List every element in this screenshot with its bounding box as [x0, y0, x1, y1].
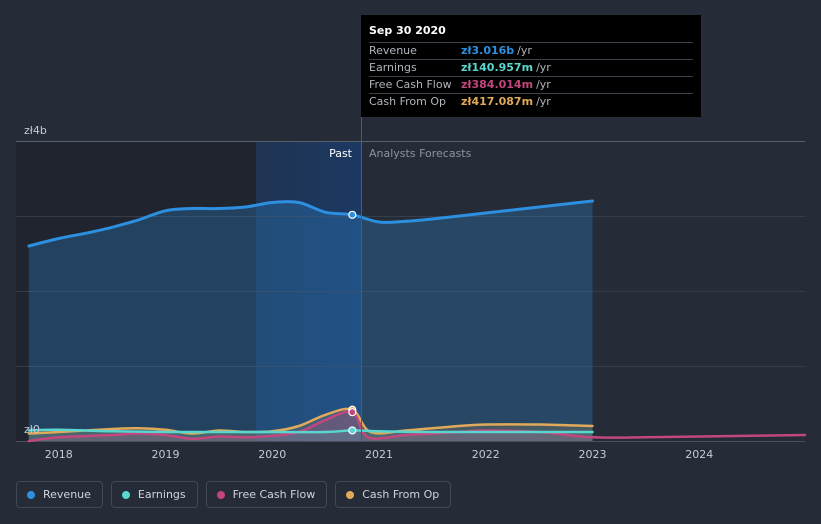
- revenue-marker: [348, 210, 357, 219]
- tooltip-label: Cash From Op: [369, 95, 447, 108]
- legend-label: Cash From Op: [362, 488, 440, 501]
- free-cash-flow-marker: [348, 408, 357, 417]
- legend-label: Revenue: [43, 488, 91, 501]
- tooltip-value: zł3.016b: [461, 44, 515, 57]
- tooltip: Sep 30 2020 Revenue zł3.016b /yr Earning…: [361, 15, 701, 117]
- earnings-dot-icon: [121, 490, 130, 499]
- revenue-area: [28, 201, 593, 441]
- tooltip-value: zł417.087m: [461, 95, 534, 108]
- legend-item-free-cash-flow[interactable]: Free Cash Flow: [205, 481, 328, 508]
- tooltip-value: zł384.014m: [461, 78, 534, 91]
- cash-from-op-line: [27, 407, 594, 435]
- free-cash-flow-dot-icon: [216, 490, 225, 499]
- tooltip-row-cash-from-op: Cash From Op zł417.087m /yr: [369, 93, 693, 110]
- tooltip-row-earnings: Earnings zł140.957m /yr: [369, 59, 693, 76]
- y-label-bottom: zł0: [24, 423, 40, 436]
- tooltip-row-free-cash-flow: Free Cash Flow zł384.014m /yr: [369, 76, 693, 93]
- x-tick-label: 2024: [685, 448, 713, 461]
- forecast-label: Analysts Forecasts: [369, 147, 472, 160]
- tooltip-label: Free Cash Flow: [369, 78, 452, 91]
- tooltip-unit: /yr: [536, 95, 551, 108]
- x-tick-label: 2018: [45, 448, 73, 461]
- legend-item-earnings[interactable]: Earnings: [110, 481, 198, 508]
- revenue-dot-icon: [27, 490, 35, 499]
- tooltip-value: zł140.957m: [461, 61, 534, 74]
- tooltip-unit: /yr: [536, 78, 551, 91]
- earnings-marker: [348, 426, 357, 435]
- tooltip-row-revenue: Revenue zł3.016b /yr: [369, 42, 693, 59]
- x-tick-label: 2020: [258, 448, 286, 461]
- cash-from-op-dot-icon: [346, 490, 355, 499]
- x-tick-label: 2021: [365, 448, 393, 461]
- legend: Revenue Earnings Free Cash Flow Cash Fro…: [16, 481, 459, 508]
- legend-label: Free Cash Flow: [232, 488, 316, 501]
- tooltip-unit: /yr: [536, 61, 551, 74]
- earnings-line: [27, 428, 594, 434]
- legend-item-revenue[interactable]: Revenue: [16, 481, 103, 508]
- x-tick-label: 2023: [579, 448, 607, 461]
- free-cash-flow-line: [27, 410, 807, 443]
- legend-item-cash-from-op[interactable]: Cash From Op: [335, 481, 452, 508]
- tooltip-unit: /yr: [517, 44, 532, 57]
- revenue-line: [27, 199, 594, 248]
- legend-label: Earnings: [137, 488, 186, 501]
- tooltip-label: Earnings: [369, 61, 417, 74]
- x-tick-label: 2022: [472, 448, 500, 461]
- x-tick-label: 2019: [151, 448, 179, 461]
- past-label: Past: [329, 147, 353, 160]
- tooltip-label: Revenue: [369, 44, 417, 57]
- y-label-top: zł4b: [24, 124, 47, 137]
- tooltip-date: Sep 30 2020: [369, 24, 446, 37]
